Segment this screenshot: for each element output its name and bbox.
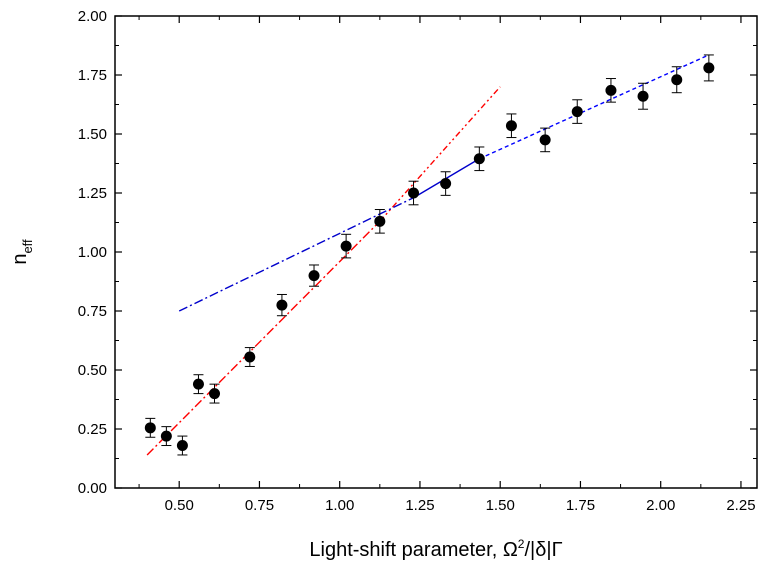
y-tick-label: 1.75 <box>78 67 107 84</box>
data-point <box>571 106 583 118</box>
data-point <box>605 84 617 96</box>
data-point <box>539 134 551 146</box>
axis-ticks: 0.50 0.75 1.00 1.25 1.50 1.75 2.00 2.25 0.00 0.25… <box>78 8 757 514</box>
plot-frame <box>114 15 758 489</box>
data-point <box>276 299 288 311</box>
x-tick-label: 1.25 <box>405 497 434 514</box>
data-point <box>505 120 517 132</box>
y-tick-label: 0.25 <box>78 421 107 438</box>
data-point <box>340 240 352 252</box>
fit-line <box>479 54 710 160</box>
y-tick-label: 1.25 <box>78 185 107 202</box>
data-point <box>192 378 204 390</box>
y-tick-label: 0.50 <box>78 362 107 379</box>
data-point <box>473 153 485 165</box>
y-tick-label: 1.50 <box>78 126 107 143</box>
data-point <box>374 215 386 227</box>
x-tick-label: 1.50 <box>486 497 515 514</box>
fit-line <box>178 197 414 312</box>
data-point <box>703 62 715 74</box>
y-tick-label: 0.00 <box>78 480 107 497</box>
data-point <box>160 430 172 442</box>
data-point <box>637 90 649 102</box>
fit-line <box>146 220 381 456</box>
data-point <box>209 388 221 400</box>
fit-lines <box>146 54 710 456</box>
fit-line <box>379 86 501 222</box>
data-point <box>671 74 683 86</box>
x-tick-label: 2.00 <box>646 497 675 514</box>
x-tick-label: 1.00 <box>325 497 354 514</box>
y-tick-label: 1.00 <box>78 244 107 261</box>
y-tick-label: 0.75 <box>78 303 107 320</box>
data-point <box>308 270 320 282</box>
x-axis-label: Light-shift parameter, Ω2/|δ|Γ <box>309 537 562 561</box>
x-tick-label: 0.50 <box>165 497 194 514</box>
data-point <box>244 351 256 363</box>
data-points <box>144 54 715 456</box>
x-tick-label: 1.75 <box>566 497 595 514</box>
y-axis-label: neff <box>9 239 35 265</box>
data-point <box>144 422 156 434</box>
data-point <box>176 440 188 452</box>
data-point <box>440 178 452 190</box>
x-tick-label: 2.25 <box>726 497 755 514</box>
y-tick-label: 2.00 <box>78 8 107 25</box>
x-tick-label: 0.75 <box>245 497 274 514</box>
data-point <box>408 187 420 199</box>
